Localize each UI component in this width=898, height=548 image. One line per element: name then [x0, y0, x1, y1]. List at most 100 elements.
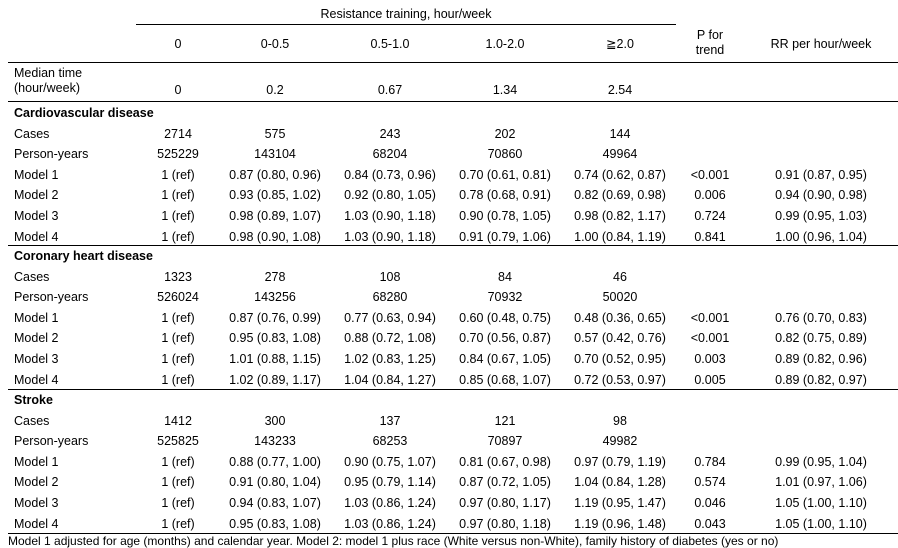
col-header-4: ≧2.0 — [606, 37, 634, 51]
table-row: Model 1 1 (ref) 0.87 (0.80, 0.96) 0.84 (0.7… — [8, 165, 898, 185]
p-trend-value: 0.003 — [694, 352, 726, 366]
row-value: 0.90 (0.75, 1.07) — [344, 454, 436, 469]
row-value: 202 — [494, 126, 516, 141]
row-value: 0.72 (0.53, 0.97) — [574, 372, 666, 387]
row-value: 0.87 (0.72, 1.05) — [459, 475, 551, 490]
row-value: 1.03 (0.86, 1.24) — [344, 496, 436, 510]
median-value: 2.54 — [607, 83, 633, 97]
median-rule — [8, 101, 898, 102]
col-header-3: 1.0-2.0 — [485, 37, 525, 51]
row-value: 68280 — [372, 290, 408, 305]
p-trend-value: 0.574 — [694, 475, 726, 490]
p-trend-line1: P for — [696, 28, 724, 42]
col-header-rr: RR per hour/week — [770, 37, 872, 51]
rr-value: 0.99 (0.95, 1.03) — [775, 209, 867, 223]
table-row: Model 3 1 (ref) 1.01 (0.88, 1.15) 1.02 (0.8… — [8, 349, 898, 369]
row-value: 300 — [264, 413, 286, 428]
row-value: 278 — [264, 269, 286, 284]
row-value: 121 — [494, 413, 516, 428]
rr-value: 1.05 (1.00, 1.10) — [775, 496, 867, 510]
p-trend-value: 0.046 — [694, 496, 726, 510]
table-row: Cases 1323 278 108 84 46 — [8, 267, 898, 287]
p-trend-value: 0.043 — [694, 516, 726, 531]
row-value: 525825 — [157, 434, 199, 449]
rr-value: 0.82 (0.75, 0.89) — [775, 331, 867, 346]
row-value: 0.97 (0.80, 1.17) — [459, 496, 551, 510]
row-value: 1 (ref) — [161, 229, 195, 244]
row-value: 98 — [613, 413, 627, 428]
row-value: 1 (ref) — [161, 372, 195, 387]
row-value: 0.90 (0.78, 1.05) — [459, 209, 551, 223]
col-header-p-trend: P for trend — [678, 28, 742, 58]
row-value: 1.04 (0.84, 1.28) — [574, 475, 666, 490]
row-value: 143233 — [254, 434, 296, 449]
rr-value: 1.00 (0.96, 1.04) — [775, 229, 867, 244]
row-value: 525229 — [157, 147, 199, 162]
row-label: Model 4 — [14, 372, 59, 387]
row-value: 0.74 (0.62, 0.87) — [574, 167, 666, 182]
row-value: 0.70 (0.56, 0.87) — [459, 331, 551, 346]
median-value: 1.34 — [492, 83, 518, 97]
section-rule — [8, 245, 898, 246]
table-row: Model 2 1 (ref) 0.93 (0.85, 1.02) 0.92 (0.8… — [8, 185, 898, 205]
row-label: Model 4 — [14, 229, 59, 244]
row-label: Model 1 — [14, 454, 59, 469]
p-trend-value: <0.001 — [690, 310, 730, 325]
row-value: 243 — [379, 126, 401, 141]
row-value: 0.95 (0.83, 1.08) — [229, 516, 321, 531]
table-row: Person-years 526024 143256 68280 70932 50020 — [8, 287, 898, 307]
row-value: 0.98 (0.90, 1.08) — [229, 229, 321, 244]
median-label: Median time (hour/week) — [14, 66, 82, 96]
p-trend-line2: trend — [695, 43, 725, 57]
col-header-2: 0.5-1.0 — [370, 37, 410, 51]
p-trend-value: <0.001 — [690, 331, 730, 346]
row-value: 0.98 (0.82, 1.17) — [574, 209, 666, 223]
row-value: 0.91 (0.80, 1.04) — [229, 475, 321, 490]
row-label: Cases — [14, 269, 50, 284]
rr-value: 1.01 (0.97, 1.06) — [775, 475, 867, 490]
table-row: Model 4 1 (ref) 1.02 (0.89, 1.17) 1.04 (0.8… — [8, 370, 898, 390]
row-value: 575 — [264, 126, 286, 141]
row-value: 1.02 (0.89, 1.17) — [229, 372, 321, 387]
median-label-line1: Median time — [14, 66, 83, 80]
row-label: Person-years — [14, 147, 89, 162]
table-row: Person-years 525825 143233 68253 70897 49982 — [8, 431, 898, 451]
row-value: 68253 — [372, 434, 408, 449]
row-label: Cases — [14, 126, 50, 141]
row-value: 0.95 (0.79, 1.14) — [344, 475, 436, 490]
row-value: 1.19 (0.95, 1.47) — [574, 496, 666, 510]
median-value: 0.2 — [266, 83, 284, 97]
section-rule — [8, 389, 898, 390]
row-label: Model 3 — [14, 352, 59, 366]
group-header-underline — [136, 24, 676, 25]
header-rule — [8, 62, 898, 63]
median-label-line2: (hour/week) — [14, 81, 80, 95]
rr-value: 0.91 (0.87, 0.95) — [775, 167, 867, 182]
row-value: 2714 — [164, 126, 192, 141]
row-value: 1 (ref) — [161, 352, 195, 366]
row-value: 1.03 (0.86, 1.24) — [344, 516, 436, 531]
table-row: Model 2 1 (ref) 0.95 (0.83, 1.08) 0.88 (0.7… — [8, 328, 898, 348]
section-title-text: Coronary heart disease — [14, 249, 153, 263]
row-value: 1 (ref) — [161, 475, 195, 490]
row-value: 1.00 (0.84, 1.19) — [574, 229, 666, 244]
rr-value: 1.05 (1.00, 1.10) — [775, 516, 867, 531]
rr-value: 0.94 (0.90, 0.98) — [775, 188, 867, 203]
row-value: 0.91 (0.79, 1.06) — [459, 229, 551, 244]
row-value: 1 (ref) — [161, 310, 195, 325]
row-value: 1323 — [164, 269, 192, 284]
p-trend-value: 0.006 — [694, 188, 726, 203]
row-value: 1 (ref) — [161, 516, 195, 531]
table-row: Cases 2714 575 243 202 144 — [8, 124, 898, 144]
row-value: 0.60 (0.48, 0.75) — [459, 310, 551, 325]
row-label: Model 3 — [14, 496, 59, 510]
row-value: 1.02 (0.83, 1.25) — [344, 352, 436, 366]
row-label: Model 2 — [14, 188, 59, 203]
col-header-0: 0 — [174, 37, 182, 51]
row-value: 0.97 (0.80, 1.18) — [459, 516, 551, 531]
section-title-text: Stroke — [14, 393, 53, 407]
row-value: 0.93 (0.85, 1.02) — [229, 188, 321, 203]
p-trend-value: 0.724 — [694, 209, 726, 223]
row-value: 0.84 (0.67, 1.05) — [459, 352, 551, 366]
group-header: Resistance training, hour/week — [320, 7, 492, 21]
